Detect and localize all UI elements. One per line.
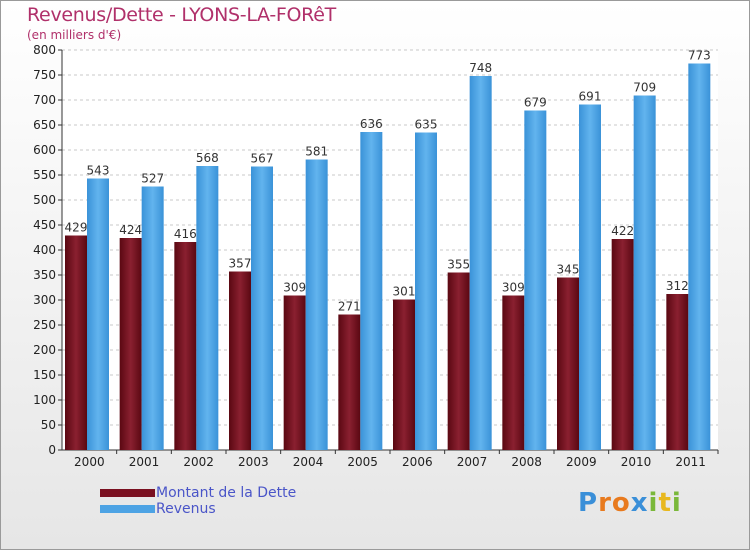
y-tick-label: 100 bbox=[33, 393, 56, 407]
bar-dette bbox=[502, 295, 525, 450]
data-label-dette: 424 bbox=[119, 223, 142, 237]
data-label-revenus: 679 bbox=[524, 96, 547, 110]
x-tick-label: 2010 bbox=[621, 455, 652, 469]
bar-revenus bbox=[251, 166, 273, 450]
data-label-dette: 309 bbox=[502, 281, 525, 295]
bar-revenus bbox=[579, 104, 601, 450]
legend-label-dette: Montant de la Dette bbox=[156, 485, 297, 501]
data-label-revenus: 568 bbox=[196, 151, 219, 165]
data-label-dette: 355 bbox=[447, 258, 470, 272]
data-label-revenus: 527 bbox=[141, 172, 164, 186]
y-tick-label: 750 bbox=[33, 68, 56, 82]
data-label-revenus: 748 bbox=[469, 61, 492, 75]
data-label-revenus: 709 bbox=[633, 81, 656, 95]
bar-dette bbox=[119, 238, 142, 450]
y-tick-label: 350 bbox=[33, 268, 56, 282]
x-tick-label: 2003 bbox=[238, 455, 269, 469]
logo-letter: P bbox=[578, 488, 599, 518]
data-label-revenus: 773 bbox=[688, 49, 711, 63]
data-label-dette: 345 bbox=[557, 263, 580, 277]
y-tick-label: 650 bbox=[33, 118, 56, 132]
data-label-revenus: 635 bbox=[415, 118, 438, 132]
bar-revenus bbox=[469, 76, 492, 450]
data-label-revenus: 543 bbox=[87, 164, 110, 178]
bar-dette bbox=[338, 314, 361, 450]
bar-revenus bbox=[196, 166, 219, 450]
data-label-dette: 357 bbox=[229, 257, 252, 271]
y-tick-label: 200 bbox=[33, 343, 56, 357]
y-tick-label: 300 bbox=[33, 293, 56, 307]
legend-label-revenus: Revenus bbox=[156, 501, 216, 517]
data-label-dette: 301 bbox=[393, 285, 416, 299]
bar-dette bbox=[557, 277, 579, 450]
bar-dette bbox=[666, 294, 689, 450]
data-label-revenus: 636 bbox=[360, 117, 383, 131]
logo-letter: x bbox=[630, 488, 649, 518]
y-tick-label: 250 bbox=[33, 318, 56, 332]
bar-revenus bbox=[305, 159, 328, 450]
bar-dette bbox=[174, 242, 197, 450]
logo-letter: i bbox=[648, 488, 659, 518]
x-tick-label: 2007 bbox=[457, 455, 488, 469]
data-label-dette: 309 bbox=[283, 281, 306, 295]
x-tick-label: 2004 bbox=[293, 455, 324, 469]
bar-revenus bbox=[415, 132, 437, 450]
data-label-dette: 312 bbox=[666, 279, 689, 293]
chart-title: Revenus/Dette - LYONS-LA-FORêT bbox=[27, 4, 336, 26]
x-tick-label: 2011 bbox=[675, 455, 706, 469]
bar-dette bbox=[65, 235, 87, 450]
logo-letter: o bbox=[611, 488, 631, 518]
y-tick-label: 700 bbox=[33, 93, 56, 107]
data-label-dette: 416 bbox=[174, 227, 197, 241]
bar-dette bbox=[393, 299, 415, 450]
y-tick-label: 450 bbox=[33, 218, 56, 232]
logo-letter: r bbox=[598, 488, 612, 518]
data-label-revenus: 691 bbox=[579, 90, 602, 104]
y-tick-label: 400 bbox=[33, 243, 56, 257]
y-tick-label: 150 bbox=[33, 368, 56, 382]
y-tick-label: 0 bbox=[48, 443, 56, 457]
data-label-dette: 429 bbox=[65, 221, 88, 235]
y-tick-label: 600 bbox=[33, 143, 56, 157]
x-tick-label: 2000 bbox=[74, 455, 105, 469]
proxiti-logo: Proxiti bbox=[578, 488, 682, 518]
x-tick-label: 2002 bbox=[183, 455, 214, 469]
data-label-revenus: 581 bbox=[305, 145, 328, 159]
chart-subtitle: (en milliers d'€) bbox=[27, 28, 122, 42]
data-label-dette: 271 bbox=[338, 300, 361, 314]
y-tick-label: 550 bbox=[33, 168, 56, 182]
y-tick-label: 800 bbox=[33, 43, 56, 57]
x-tick-label: 2008 bbox=[511, 455, 542, 469]
legend-swatch-revenus bbox=[100, 505, 155, 513]
bar-dette bbox=[447, 272, 470, 450]
bar-revenus bbox=[360, 132, 383, 450]
y-tick-label: 50 bbox=[41, 418, 56, 432]
bar-dette bbox=[283, 295, 306, 450]
data-label-dette: 422 bbox=[611, 224, 634, 238]
x-tick-label: 2006 bbox=[402, 455, 433, 469]
bar-revenus bbox=[87, 178, 109, 450]
bar-dette bbox=[611, 239, 634, 450]
logo-letter: t bbox=[658, 488, 672, 518]
x-tick-label: 2005 bbox=[347, 455, 378, 469]
x-tick-label: 2009 bbox=[566, 455, 597, 469]
y-tick-label: 500 bbox=[33, 193, 56, 207]
bar-revenus bbox=[141, 186, 164, 450]
x-tick-label: 2001 bbox=[129, 455, 160, 469]
bar-revenus bbox=[633, 95, 656, 450]
legend-swatch-dette bbox=[100, 489, 155, 497]
bar-revenus bbox=[524, 110, 547, 450]
bar-dette bbox=[229, 271, 251, 450]
bar-revenus bbox=[688, 63, 711, 450]
logo-letter: i bbox=[671, 488, 682, 518]
data-label-revenus: 567 bbox=[251, 152, 274, 166]
